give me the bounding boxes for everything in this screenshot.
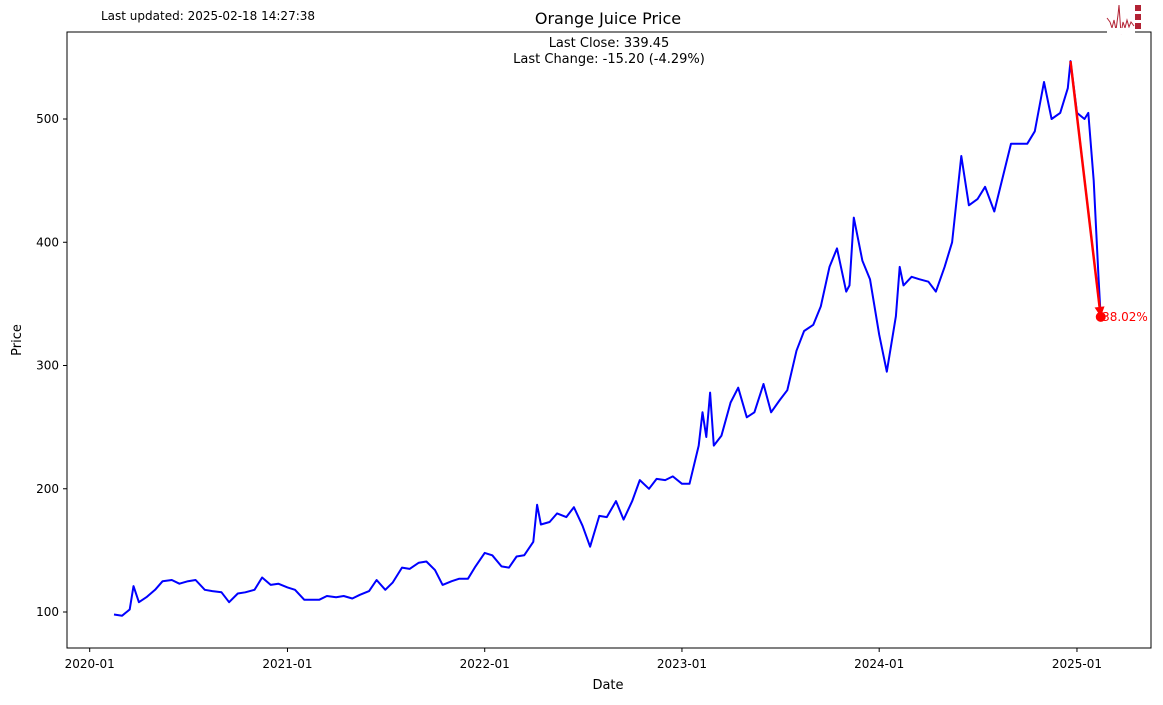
x-axis-ticks: 2020-01 2021-01 2022-01 2023-01 2024-01 2025-… — [65, 648, 1102, 671]
y-tick-label: 500 — [36, 112, 59, 126]
logo — [1106, 4, 1141, 35]
change-percent-label: -38.02% — [1098, 310, 1148, 324]
y-axis-ticks: 100 200 300 400 500 — [36, 112, 67, 619]
y-axis-label: Price — [10, 324, 25, 356]
last-close-marker — [1095, 311, 1106, 322]
change-arrow-head — [1094, 306, 1105, 317]
logo-waveform — [1106, 4, 1135, 35]
x-tick-label: 2020-01 — [65, 657, 115, 671]
x-tick-label: 2022-01 — [460, 657, 510, 671]
y-tick-label: 300 — [36, 359, 59, 373]
plot-area — [66, 31, 1152, 649]
last-change-text: Last Change: -15.20 (-4.29%) — [513, 52, 705, 67]
y-tick-label: 400 — [36, 235, 59, 249]
last-close-text: Last Close: 339.45 — [549, 36, 670, 51]
x-tick-label: 2021-01 — [262, 657, 312, 671]
y-tick-label: 100 — [36, 605, 59, 619]
y-tick-label: 200 — [36, 482, 59, 496]
change-arrow-shaft — [1069, 60, 1101, 308]
x-tick-label: 2025-01 — [1052, 657, 1102, 671]
last-updated-text: Last updated: 2025-02-18 14:27:38 — [101, 9, 315, 23]
x-tick-label: 2023-01 — [657, 657, 707, 671]
x-axis-label: Date — [592, 678, 623, 693]
change-annotation: -38.02% — [1069, 60, 1148, 324]
chart-title: Orange Juice Price — [535, 9, 681, 28]
x-tick-label: 2024-01 — [854, 657, 904, 671]
price-line — [113, 60, 1102, 617]
